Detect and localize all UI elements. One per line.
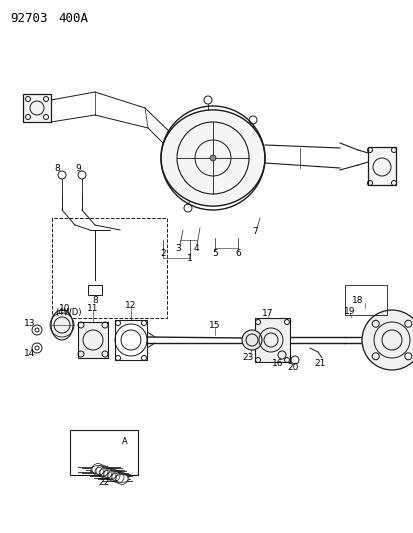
Text: (4WD): (4WD) bbox=[55, 309, 81, 318]
Text: 4: 4 bbox=[193, 244, 198, 253]
Text: 23: 23 bbox=[242, 353, 253, 362]
Text: 92703: 92703 bbox=[10, 12, 47, 25]
Ellipse shape bbox=[99, 469, 113, 477]
Text: 17: 17 bbox=[261, 309, 273, 318]
Bar bbox=[88, 285, 102, 295]
Circle shape bbox=[242, 330, 261, 350]
Text: 8: 8 bbox=[54, 164, 60, 173]
Ellipse shape bbox=[161, 110, 264, 206]
Text: 7: 7 bbox=[252, 227, 257, 236]
Ellipse shape bbox=[115, 474, 129, 482]
Bar bbox=[115, 320, 147, 360]
Text: 5: 5 bbox=[211, 248, 217, 257]
Text: 10: 10 bbox=[59, 303, 71, 312]
Text: 2: 2 bbox=[160, 248, 166, 257]
Bar bbox=[52, 218, 166, 318]
Bar bbox=[344, 285, 386, 315]
Text: 12: 12 bbox=[125, 301, 136, 310]
Ellipse shape bbox=[51, 310, 73, 340]
Text: 22: 22 bbox=[98, 479, 109, 488]
Text: 19: 19 bbox=[344, 306, 355, 316]
Ellipse shape bbox=[95, 467, 109, 475]
Text: 9: 9 bbox=[75, 164, 81, 173]
Text: 14: 14 bbox=[24, 349, 36, 358]
Text: 400A: 400A bbox=[58, 12, 88, 25]
Text: 6: 6 bbox=[235, 248, 240, 257]
Ellipse shape bbox=[91, 465, 105, 473]
Ellipse shape bbox=[111, 473, 125, 481]
Text: 21: 21 bbox=[313, 359, 325, 367]
Bar bbox=[78, 322, 108, 358]
Text: 18: 18 bbox=[351, 295, 363, 304]
Bar bbox=[23, 94, 51, 122]
Text: 1: 1 bbox=[187, 254, 192, 262]
Circle shape bbox=[361, 310, 413, 370]
Ellipse shape bbox=[107, 472, 121, 480]
Bar bbox=[70, 430, 138, 475]
Text: 3: 3 bbox=[175, 244, 180, 253]
Text: 13: 13 bbox=[24, 319, 36, 327]
Text: 20: 20 bbox=[287, 364, 298, 373]
Circle shape bbox=[209, 155, 216, 161]
Text: 16: 16 bbox=[272, 359, 283, 368]
Text: A: A bbox=[122, 438, 128, 447]
Text: 15: 15 bbox=[209, 320, 220, 329]
Bar bbox=[254, 318, 289, 362]
Text: 11: 11 bbox=[87, 303, 99, 312]
Text: 8: 8 bbox=[92, 295, 97, 304]
Bar bbox=[367, 147, 395, 185]
Ellipse shape bbox=[103, 470, 117, 478]
